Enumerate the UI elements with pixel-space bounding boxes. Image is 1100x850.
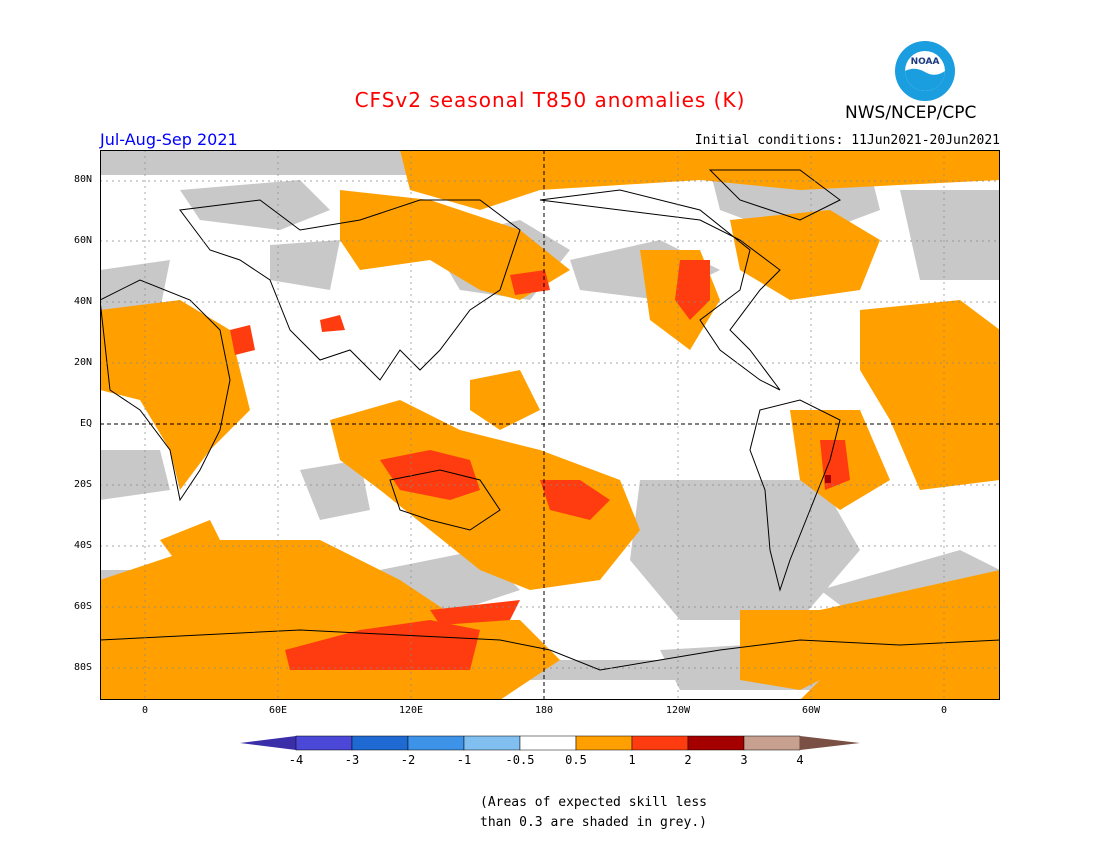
color-bar — [240, 735, 860, 751]
lat-label: 40N — [74, 296, 93, 307]
lon-label: 180 — [534, 705, 554, 716]
color-bar-segment — [295, 735, 353, 751]
lat-label: 40S — [74, 540, 93, 551]
map-title: CFSv2 seasonal T850 anomalies (K) — [354, 88, 746, 112]
skill-note: (Areas of expected skill less than 0.3 a… — [480, 793, 707, 833]
initial-conditions: Initial conditions: 11Jun2021-20Jun2021 — [694, 133, 1000, 148]
color-bar-label: 0.5 — [565, 753, 587, 767]
lat-label: 60S — [74, 601, 93, 612]
skill-note-line: than 0.3 are shaded in grey.) — [480, 815, 707, 830]
lon-label: 60W — [801, 705, 821, 716]
coastlines — [100, 169, 1000, 671]
noaa-logo-icon: NOAA — [895, 41, 955, 101]
lon-label: 120E — [398, 705, 424, 716]
color-bar-segment — [575, 735, 633, 751]
color-bar-segment — [519, 735, 577, 751]
lon-label: 0 — [141, 705, 149, 716]
map-frame — [100, 150, 1000, 700]
color-bar-label: -2 — [400, 753, 416, 767]
forecast-period: Jul-Aug-Sep 2021 — [100, 130, 238, 149]
graticule — [100, 150, 1000, 700]
color-bar-label: 3 — [740, 753, 748, 767]
orange-anomaly-regions — [100, 150, 1000, 700]
lon-label: 60E — [268, 705, 288, 716]
color-bar-segment — [351, 735, 409, 751]
color-bar-label: 2 — [684, 753, 692, 767]
color-bar-segment — [407, 735, 465, 751]
lat-label: 20N — [74, 357, 93, 368]
color-bar-label: -3 — [344, 753, 360, 767]
lon-label: 0 — [940, 705, 948, 716]
lat-label: 80N — [74, 174, 93, 185]
color-bar-segment — [631, 735, 689, 751]
noaa-logo-text: NOAA — [911, 57, 940, 67]
color-bar-label: -4 — [288, 753, 304, 767]
dark-red-anomaly-regions — [825, 475, 831, 483]
lat-label: EQ — [80, 418, 93, 429]
color-bar-segment — [743, 735, 801, 751]
color-bar-segment — [800, 736, 860, 750]
lat-label: 80S — [74, 662, 93, 673]
organization-label: NWS/NCEP/CPC — [845, 103, 977, 123]
skill-note-line: (Areas of expected skill less — [480, 795, 707, 810]
color-bar-segment — [463, 735, 521, 751]
color-bar-label: -1 — [456, 753, 472, 767]
color-bar-label: 1 — [628, 753, 636, 767]
lon-label: 120W — [665, 705, 691, 716]
color-bar-label: 4 — [796, 753, 804, 767]
lat-label: 60N — [74, 235, 93, 246]
anomaly-map — [100, 150, 1000, 700]
color-bar-segment — [240, 736, 296, 750]
lat-label: 20S — [74, 479, 93, 490]
color-bar-segment — [687, 735, 745, 751]
color-bar-label: -0.5 — [505, 753, 535, 767]
red-anomaly-regions — [230, 260, 850, 670]
